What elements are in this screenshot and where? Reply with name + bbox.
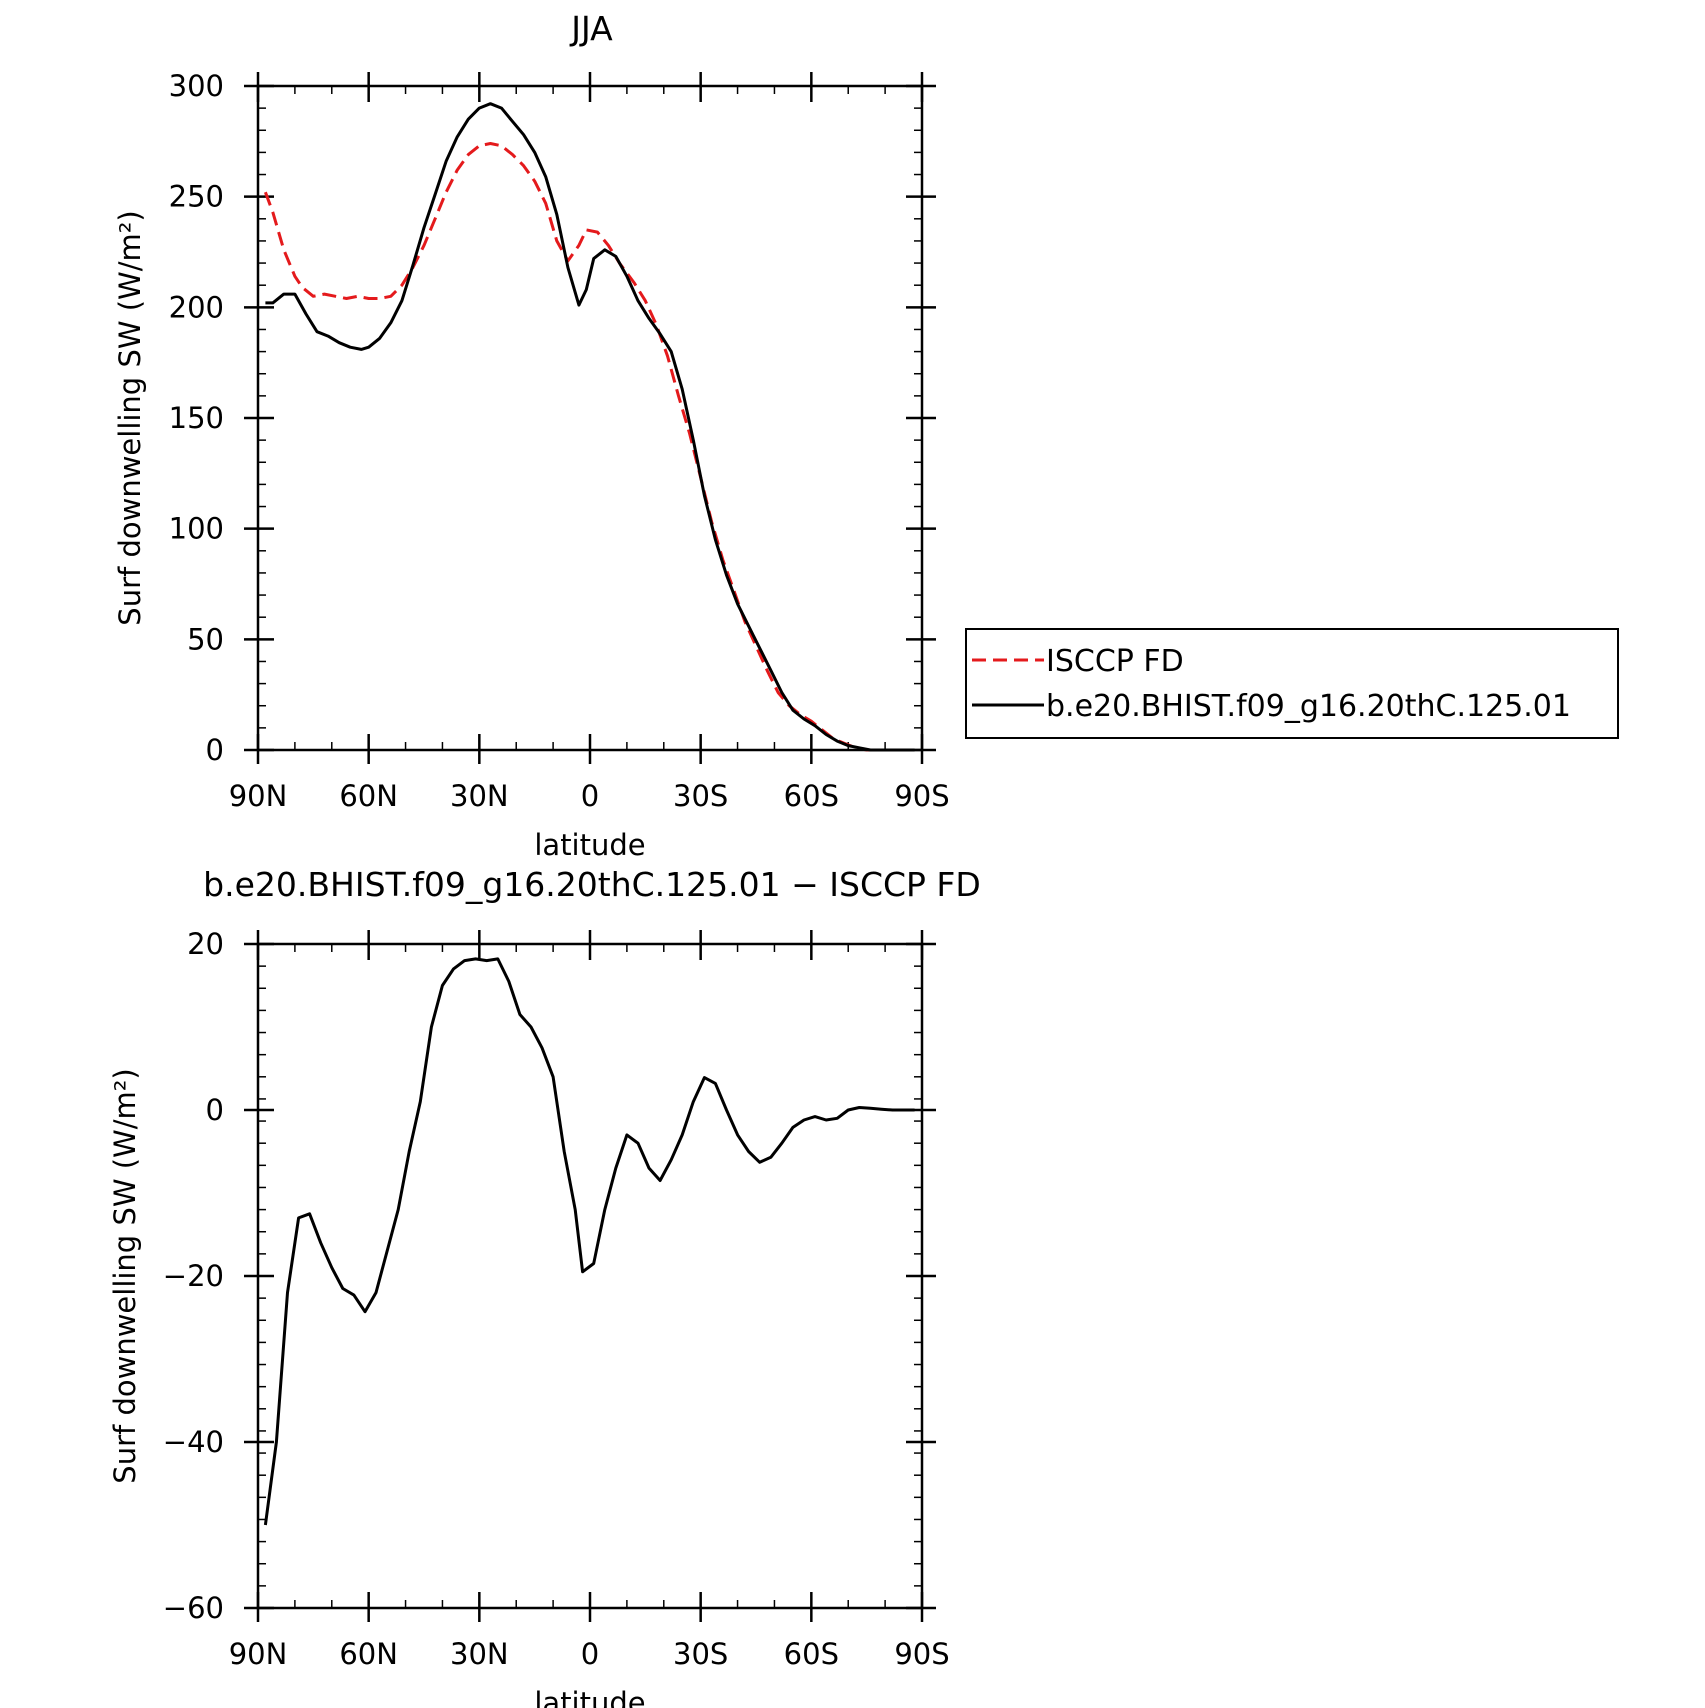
top-y-tick-label: 150 — [169, 401, 224, 435]
top-plot-frame — [256, 84, 924, 752]
top-y-tick-label: 50 — [187, 622, 224, 656]
top-x-tick-label: 90N — [229, 779, 288, 813]
bottom-y-tick-label: 0 — [206, 1093, 224, 1127]
top-y-tick-label: 0 — [206, 733, 224, 767]
bottom-x-tick-label: 0 — [581, 1637, 599, 1671]
bottom-x-tick-label: 60N — [339, 1637, 398, 1671]
bottom-x-tick-label: 30S — [673, 1637, 728, 1671]
top-y-tick-label: 200 — [169, 290, 224, 324]
bottom-y-tick-label: −40 — [163, 1425, 224, 1459]
top-x-tick-label: 60N — [339, 779, 398, 813]
bottom-x-tick-label: 30N — [450, 1637, 509, 1671]
legend-box — [965, 628, 1619, 739]
top-y-tick-label: 250 — [169, 180, 224, 214]
top-y-axis-title: Surf downwelling SW (W/m²) — [113, 210, 147, 625]
bottom-x-tick-label: 90N — [229, 1637, 288, 1671]
top-panel: JJA 90N 60N 30N 0 30S 60S 90S 0 50 100 150 200 250 30… — [113, 9, 950, 862]
bottom-x-tick-label: 60S — [784, 1637, 839, 1671]
bottom-plot-frame — [256, 942, 924, 1610]
top-plot-title: JJA — [569, 9, 613, 48]
top-x-tick-label: 60S — [784, 779, 839, 813]
top-x-tick-label: 0 — [581, 779, 599, 813]
bottom-y-tick-label: 20 — [187, 927, 224, 961]
bottom-series-line-0 — [263, 957, 915, 1526]
top-x-tick-label: 30S — [673, 779, 728, 813]
bottom-x-tick-label: 90S — [894, 1637, 949, 1671]
top-x-tick-label: 30N — [450, 779, 509, 813]
top-series-line-0 — [263, 142, 911, 752]
bottom-plot-title: b.e20.BHIST.f09_g16.20thC.125.01 − ISCCP… — [203, 865, 981, 904]
bottom-y-tick-label: −20 — [163, 1259, 224, 1293]
bottom-panel: b.e20.BHIST.f09_g16.20thC.125.01 − ISCCP… — [108, 865, 981, 1708]
bottom-y-axis-title: Surf downwelling SW (W/m²) — [108, 1068, 142, 1483]
top-x-tick-label: 90S — [894, 779, 949, 813]
bottom-plot-area: 90N 60N 30N 0 30S 60S 90S −60 −40 −20 0 20 — [163, 927, 950, 1671]
bottom-y-tick-label: −60 — [163, 1591, 224, 1625]
legend: ISCCP FD b.e20.BHIST.f09_g16.20thC.125.0… — [965, 628, 1619, 739]
top-y-tick-label: 300 — [169, 69, 224, 103]
top-x-axis-title: latitude — [534, 828, 645, 862]
bottom-x-axis-title: latitude — [534, 1686, 645, 1708]
top-series-line-1 — [265, 102, 915, 752]
top-y-tick-label: 100 — [169, 512, 224, 546]
legend-label-isccp: ISCCP FD — [1046, 644, 1184, 679]
top-plot-area: 90N 60N 30N 0 30S 60S 90S 0 50 100 150 200 250 300 — [169, 69, 950, 813]
legend-label-model: b.e20.BHIST.f09_g16.20thC.125.01 — [1046, 689, 1571, 724]
